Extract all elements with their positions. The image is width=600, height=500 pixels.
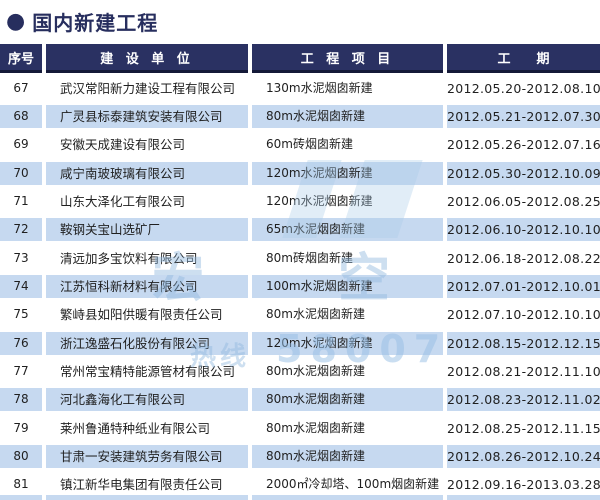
cell-company: 鞍钢关宝山选矿厂 [46,218,248,242]
cell-project: 80m水泥烟囱新建 [252,303,443,327]
table-row: 73 清远加多宝饮料有限公司 80m砖烟囱新建 2012.06.18-2012.… [0,244,600,272]
cell-no: 74 [0,275,42,299]
cell-no: 68 [0,105,42,129]
cell-company: 浙江逸盛石化股份有限公司 [46,331,248,355]
cell-project: 2000㎡冷却塔、100m烟囱新建 [252,473,443,497]
cell-company: 镇江新华电集团有限责任公司 [46,473,248,497]
cell-period: 2012.08.21-2012.11.10 [447,360,600,384]
cell-company: 江苏恒科新材料有限公司 [46,275,248,299]
cell-period: 2012.08.23-2012.11.02 [447,388,600,412]
cell-project: 120m水泥烟囱新建 [252,331,443,355]
table-row: 75 繁峙县如阳供暖有限责任公司 80m水泥烟囱新建 2012.07.10-20… [0,301,600,329]
cell-no: 77 [0,360,42,384]
cell-period: 2012.08.15-2012.12.15 [447,331,600,355]
section-title: ● 国内新建工程 [6,7,158,36]
cell-company: 山东大泽化工有限公司 [46,190,248,214]
cell-project: 80m水泥烟囱新建 [252,388,443,412]
cell-no: 80 [0,445,42,469]
table-row: 79 莱州鲁通特种纸业有限公司 80m水泥烟囱新建 2012.08.25-201… [0,414,600,442]
table-row: 74 江苏恒科新材料有限公司 100m水泥烟囱新建 2012.07.01-201… [0,272,600,300]
partial-cell [0,495,42,500]
page-title: 国内新建工程 [32,11,159,35]
cell-company: 常州常宝精特能源管材有限公司 [46,360,248,384]
cell-company: 武汉常阳新力建设工程有限公司 [46,76,248,100]
cell-period: 2012.07.01-2012.10.01 [447,275,600,299]
cell-no: 75 [0,303,42,327]
cell-project: 80m砖烟囱新建 [252,246,443,270]
cell-period: 2012.06.10-2012.10.10 [447,218,600,242]
cell-no: 73 [0,246,42,270]
partial-cell [46,495,248,500]
cell-period: 2012.07.10-2012.10.10 [447,303,600,327]
bullet-icon: ● [6,8,26,34]
cell-period: 2012.09.16-2013.03.28 [447,473,600,497]
table-header: 序号 建 设 单 位 工 程 项 目 工 期 [0,44,600,73]
cell-period: 2012.05.26-2012.07.16 [447,133,600,157]
table-row: 70 咸宁南玻玻璃有限公司 120m水泥烟囱新建 2012.05.30-2012… [0,159,600,187]
cell-project: 65m水泥烟囱新建 [252,218,443,242]
cell-company: 河北鑫海化工有限公司 [46,388,248,412]
cell-project: 60m砖烟囱新建 [252,133,443,157]
cell-company: 安徽天成建设有限公司 [46,133,248,157]
cell-no: 70 [0,161,42,185]
cell-no: 71 [0,190,42,214]
column-header-no: 序号 [0,44,42,73]
column-header-company: 建 设 单 位 [46,44,248,73]
cell-company: 清远加多宝饮料有限公司 [46,246,248,270]
table-row: 67 武汉常阳新力建设工程有限公司 130m水泥烟囱新建 2012.05.20-… [0,74,600,102]
cell-period: 2012.06.18-2012.08.22 [447,246,600,270]
cell-project: 100m水泥烟囱新建 [252,275,443,299]
cell-no: 79 [0,416,42,440]
table-row: 77 常州常宝精特能源管材有限公司 80m水泥烟囱新建 2012.08.21-2… [0,357,600,385]
partial-cell [252,495,443,500]
column-header-period: 工 期 [447,44,600,73]
table-row: 72 鞍钢关宝山选矿厂 65m水泥烟囱新建 2012.06.10-2012.10… [0,216,600,244]
cell-no: 76 [0,331,42,355]
cell-no: 81 [0,473,42,497]
cell-period: 2012.05.30-2012.10.09 [447,161,600,185]
table-body: 67 武汉常阳新力建设工程有限公司 130m水泥烟囱新建 2012.05.20-… [0,74,600,499]
partial-next-row [0,495,600,500]
table-row: 78 河北鑫海化工有限公司 80m水泥烟囱新建 2012.08.23-2012.… [0,386,600,414]
cell-period: 2012.05.20-2012.08.10 [447,76,600,100]
table-row: 76 浙江逸盛石化股份有限公司 120m水泥烟囱新建 2012.08.15-20… [0,329,600,357]
column-header-project: 工 程 项 目 [252,44,443,73]
table-row: 80 甘肃一安装建筑劳务有限公司 80m水泥烟囱新建 2012.08.26-20… [0,442,600,470]
cell-company: 广灵县标泰建筑安装有限公司 [46,105,248,129]
cell-period: 2012.08.25-2012.11.15 [447,416,600,440]
table-row: 81 镇江新华电集团有限责任公司 2000㎡冷却塔、100m烟囱新建 2012.… [0,471,600,499]
cell-project: 120m水泥烟囱新建 [252,161,443,185]
cell-company: 莱州鲁通特种纸业有限公司 [46,416,248,440]
cell-project: 120m水泥烟囱新建 [252,190,443,214]
cell-period: 2012.08.26-2012.10.24 [447,445,600,469]
cell-period: 2012.06.05-2012.08.25 [447,190,600,214]
cell-period: 2012.05.21-2012.07.30 [447,105,600,129]
cell-no: 72 [0,218,42,242]
cell-project: 80m水泥烟囱新建 [252,105,443,129]
table-row: 69 安徽天成建设有限公司 60m砖烟囱新建 2012.05.26-2012.0… [0,131,600,159]
cell-no: 69 [0,133,42,157]
table-row: 68 广灵县标泰建筑安装有限公司 80m水泥烟囱新建 2012.05.21-20… [0,102,600,130]
cell-company: 甘肃一安装建筑劳务有限公司 [46,445,248,469]
cell-project: 80m水泥烟囱新建 [252,445,443,469]
cell-no: 78 [0,388,42,412]
partial-cell [447,495,600,500]
table-row: 71 山东大泽化工有限公司 120m水泥烟囱新建 2012.06.05-2012… [0,187,600,215]
cell-company: 繁峙县如阳供暖有限责任公司 [46,303,248,327]
cell-no: 67 [0,76,42,100]
cell-project: 80m水泥烟囱新建 [252,416,443,440]
cell-company: 咸宁南玻玻璃有限公司 [46,161,248,185]
cell-project: 130m水泥烟囱新建 [252,76,443,100]
cell-project: 80m水泥烟囱新建 [252,360,443,384]
